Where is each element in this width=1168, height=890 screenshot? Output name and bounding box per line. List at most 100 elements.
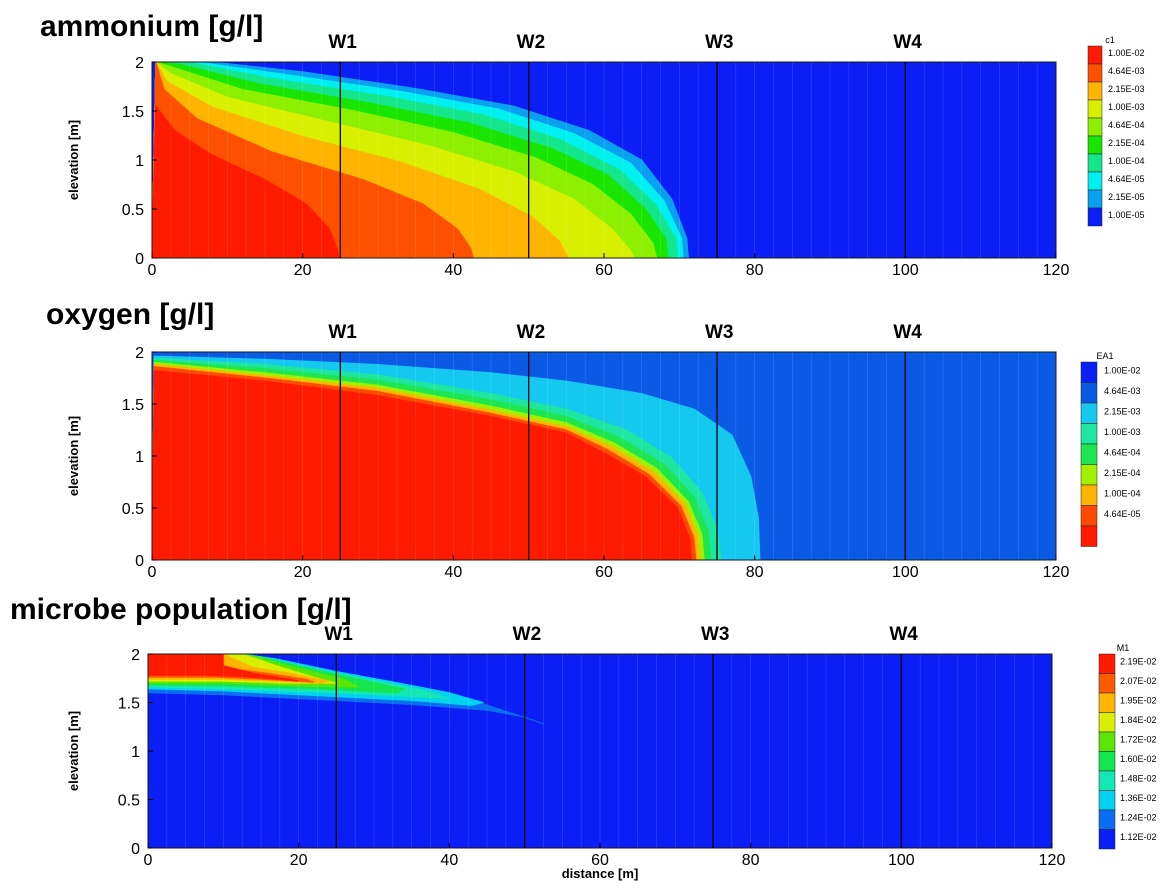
y-axis-label: elevation [m] [66, 711, 81, 791]
legend-level-label: 1.48E-02 [1120, 774, 1157, 784]
well-label-w1: W1 [328, 32, 357, 53]
y-tick-label: 0.5 [122, 202, 144, 219]
x-tick-label: 20 [294, 564, 312, 581]
legend: EA1 1.00E-02 4.64E-03 2.15E-03 1.00E-03 4.64E… [1080, 351, 1141, 547]
legend-swatch [1087, 207, 1103, 227]
panel-title-ammonium: ammonium [g/l] [40, 10, 264, 43]
contour-band-9 [148, 654, 300, 682]
legend-title: EA1 [1096, 351, 1113, 361]
x-tick-label: 0 [148, 262, 157, 279]
contour-layers [152, 355, 761, 560]
legend-level-label: 4.64E-04 [1104, 447, 1141, 457]
x-tick-label: 120 [1043, 564, 1070, 581]
contour-band-7 [152, 370, 692, 560]
panel-title-oxygen: oxygen [g/l] [46, 298, 215, 331]
well-label-w1: W1 [324, 624, 353, 645]
legend-swatch [1098, 790, 1116, 811]
legend-level-label: 1.12E-02 [1120, 832, 1157, 842]
y-tick-label: 0.5 [118, 793, 140, 810]
y-tick-label: 2 [135, 55, 144, 72]
well-label-w2: W2 [517, 32, 546, 53]
legend-level-label: 4.64E-03 [1108, 66, 1145, 76]
legend-level-label: 2.15E-04 [1108, 138, 1145, 148]
legend-swatch [1098, 692, 1116, 713]
legend-level-label: 2.19E-02 [1120, 657, 1157, 667]
x-tick-label: 60 [595, 564, 613, 581]
legend-swatch [1098, 653, 1116, 674]
legend-swatch [1098, 712, 1116, 733]
well-label-w2: W2 [513, 624, 542, 645]
well-label-w1: W1 [328, 322, 357, 343]
legend-level-label: 1.00E-04 [1104, 488, 1141, 498]
legend: c1 1.00E-02 4.64E-03 2.15E-03 1.00E-03 4.64E-… [1087, 35, 1145, 227]
x-tick-label: 120 [1039, 852, 1066, 869]
y-tick-label: 0 [135, 251, 144, 268]
y-tick-label: 0.5 [122, 501, 144, 518]
contour-layers [148, 654, 544, 725]
legend-level-label: 4.64E-04 [1108, 120, 1145, 130]
x-axis-label: distance [m] [562, 866, 639, 881]
legend-level-label: 2.15E-04 [1104, 468, 1141, 478]
legend-swatch [1098, 829, 1116, 850]
x-tick-label: 100 [892, 262, 919, 279]
x-tick-label: 0 [148, 564, 157, 581]
x-tick-label: 100 [888, 852, 915, 869]
legend-title: M1 [1117, 643, 1130, 653]
y-axis-label: elevation [m] [66, 416, 81, 496]
legend-title: c1 [1105, 35, 1115, 45]
well-label-w4: W4 [893, 32, 922, 53]
x-tick-label: 40 [440, 852, 458, 869]
y-tick-label: 2 [131, 647, 140, 664]
legend-level-label: 1.00E-02 [1108, 48, 1145, 58]
legend-level-label: 1.24E-02 [1120, 813, 1157, 823]
x-tick-label: 120 [1043, 262, 1070, 279]
legend-level-label: 4.64E-05 [1108, 174, 1145, 184]
legend-level-label: 2.07E-02 [1120, 676, 1157, 686]
x-tick-label: 80 [742, 852, 760, 869]
y-tick-label: 0 [135, 553, 144, 570]
x-tick-label: 40 [444, 564, 462, 581]
contour-band-9 [152, 105, 340, 258]
x-tick-label: 40 [444, 262, 462, 279]
y-tick-label: 1 [135, 153, 144, 170]
well-label-w3: W3 [705, 32, 734, 53]
mesh-grid [152, 352, 1056, 560]
y-tick-label: 1 [131, 744, 140, 761]
legend-level-label: 4.64E-03 [1104, 386, 1141, 396]
y-tick-label: 1.5 [122, 104, 144, 121]
legend-level-label: 1.60E-02 [1120, 754, 1157, 764]
well-label-w2: W2 [517, 322, 546, 343]
legend: M1 2.19E-02 2.07E-02 1.95E-02 1.84E-02 1.72E-… [1098, 643, 1157, 850]
legend-level-label: 1.00E-03 [1108, 102, 1145, 112]
legend-swatch [1098, 751, 1116, 772]
legend-swatch [1098, 731, 1116, 752]
legend-level-label: 1.00E-02 [1104, 365, 1141, 375]
legend-level-label: 2.15E-03 [1108, 84, 1145, 94]
x-tick-label: 60 [591, 852, 609, 869]
x-tick-label: 60 [595, 262, 613, 279]
well-label-w3: W3 [701, 624, 730, 645]
legend-level-label: 4.64E-05 [1104, 509, 1141, 519]
legend-level-label: 1.00E-03 [1104, 427, 1141, 437]
y-tick-label: 0 [131, 841, 140, 858]
well-label-w4: W4 [889, 624, 918, 645]
legend-level-label: 1.36E-02 [1120, 793, 1157, 803]
x-tick-label: 80 [746, 262, 764, 279]
y-axis-label: elevation [m] [66, 120, 81, 200]
well-label-w4: W4 [893, 322, 922, 343]
x-tick-label: 20 [294, 262, 312, 279]
x-tick-label: 80 [746, 564, 764, 581]
legend-level-label: 2.15E-03 [1104, 406, 1141, 416]
y-tick-label: 2 [135, 345, 144, 362]
legend-level-label: 1.00E-04 [1108, 156, 1145, 166]
x-tick-label: 0 [144, 852, 153, 869]
legend-swatch [1098, 809, 1116, 830]
legend-level-label: 1.00E-05 [1108, 210, 1145, 220]
x-tick-label: 100 [892, 564, 919, 581]
contour-layers [152, 62, 689, 258]
panel-title-microbe-population: microbe population [g/l] [10, 593, 352, 626]
x-tick-label: 20 [290, 852, 308, 869]
